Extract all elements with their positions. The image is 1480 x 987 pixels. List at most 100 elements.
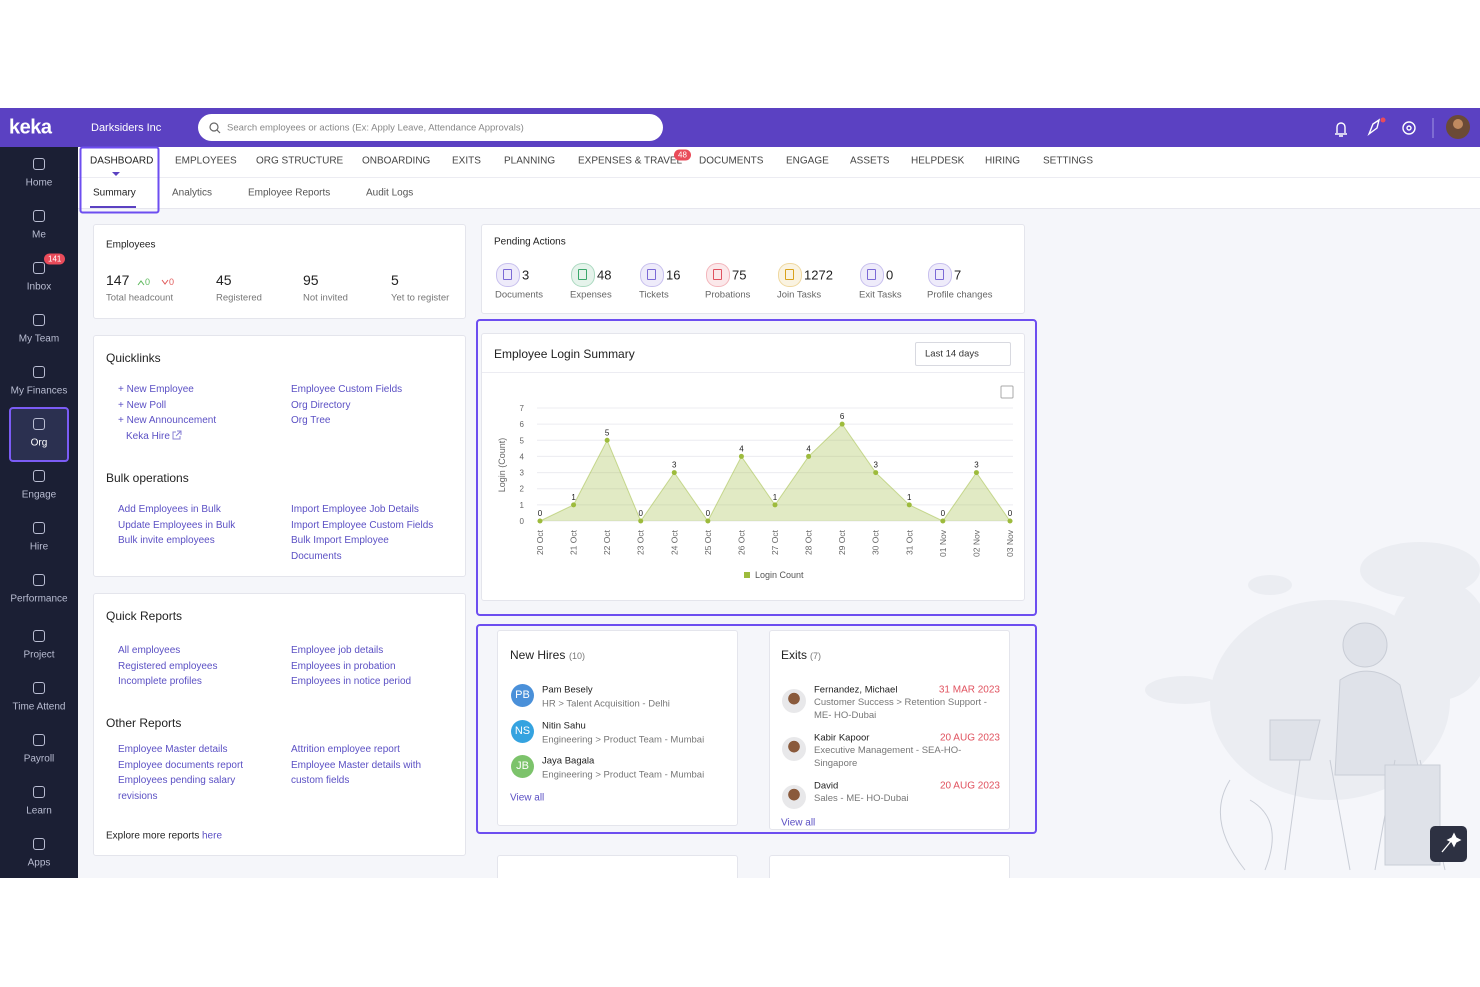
- sidebar-label[interactable]: Performance: [10, 593, 68, 605]
- action-count[interactable]: 75: [732, 267, 747, 283]
- search-box[interactable]: [198, 114, 663, 141]
- link[interactable]: Employee Custom Fields: [291, 384, 403, 395]
- tab[interactable]: PLANNING: [504, 155, 556, 167]
- action-label[interactable]: Profile changes: [927, 289, 993, 301]
- tab[interactable]: HIRING: [985, 155, 1020, 167]
- link[interactable]: Employees pending salary revisions: [118, 775, 236, 802]
- link[interactable]: Keka Hire: [126, 430, 170, 442]
- link[interactable]: Update Employees in Bulk: [118, 519, 236, 531]
- sidebar-label[interactable]: Inbox: [26, 281, 52, 293]
- view-all[interactable]: View all: [510, 792, 545, 804]
- tab[interactable]: EXPENSES & TRAVEL: [578, 155, 683, 167]
- search-placeholder[interactable]: Search employees or actions (Ex: Apply L…: [227, 122, 524, 134]
- sidebar-label[interactable]: My Finances: [10, 385, 68, 397]
- tab[interactable]: DOCUMENTS: [699, 155, 764, 167]
- tabs-bar: [78, 147, 1480, 209]
- bottom-band: [0, 878, 1480, 987]
- action-label[interactable]: Expenses: [570, 289, 612, 301]
- action-count[interactable]: 1272: [804, 267, 833, 283]
- card-title: Employees: [106, 239, 156, 251]
- tab[interactable]: HELPDESK: [911, 155, 965, 167]
- link[interactable]: Org Directory: [291, 399, 351, 411]
- link[interactable]: Attrition employee report: [291, 744, 400, 755]
- person-name[interactable]: Jaya Bagala: [542, 755, 595, 767]
- sidebar-label[interactable]: Apps: [27, 857, 51, 869]
- link[interactable]: Import Employee Custom Fields: [291, 519, 434, 531]
- range-label[interactable]: Last 14 days: [925, 348, 979, 360]
- sidebar-icon: [33, 158, 45, 170]
- person-name[interactable]: Nitin Sahu: [542, 720, 586, 732]
- link[interactable]: + New Employee: [118, 384, 194, 395]
- subtab[interactable]: Audit Logs: [366, 187, 414, 199]
- sidebar-label[interactable]: Learn: [26, 805, 52, 817]
- sidebar-label[interactable]: Org: [30, 437, 48, 449]
- tab[interactable]: ORG STRUCTURE: [256, 155, 344, 167]
- action-count[interactable]: 3: [522, 267, 530, 283]
- tab[interactable]: EMPLOYEES: [175, 155, 237, 167]
- sidebar-label[interactable]: My Team: [18, 333, 60, 345]
- action-label[interactable]: Exit Tasks: [859, 289, 902, 301]
- range-dropdown[interactable]: [915, 342, 1011, 366]
- tab[interactable]: EXITS: [452, 155, 481, 167]
- link[interactable]: Employee Master details with custom fiel…: [291, 759, 422, 787]
- tab[interactable]: SETTINGS: [1043, 155, 1094, 167]
- link[interactable]: Registered employees: [118, 660, 218, 672]
- sidebar-label[interactable]: Time Attend: [12, 701, 66, 713]
- subtab[interactable]: Analytics: [172, 187, 213, 199]
- person-name[interactable]: Kabir Kapoor: [814, 732, 870, 744]
- person-name[interactable]: Fernandez, Michael: [814, 684, 898, 696]
- person-name[interactable]: Pam Besely: [542, 684, 593, 696]
- person-detail: HR > Talent Acquisition - Delhi: [542, 698, 670, 710]
- link[interactable]: Employee job details: [291, 645, 384, 656]
- link[interactable]: Incomplete profiles: [118, 676, 202, 687]
- y-axis-label: Login (Count): [497, 438, 507, 493]
- view-all[interactable]: View all: [781, 817, 816, 829]
- tab[interactable]: ENGAGE: [786, 155, 829, 167]
- person-detail: Customer Success > Retention Support - M…: [814, 697, 987, 721]
- sidebar-icon: [33, 734, 45, 746]
- sidebar-label[interactable]: Engage: [21, 489, 57, 501]
- action-count[interactable]: 7: [954, 267, 962, 283]
- reports-card: [93, 593, 466, 856]
- section-title: Quick Reports: [106, 609, 183, 623]
- link[interactable]: + New Announcement: [118, 415, 217, 426]
- tab[interactable]: ASSETS: [850, 155, 890, 167]
- tab[interactable]: DASHBOARD: [90, 155, 154, 167]
- link[interactable]: Org Tree: [291, 415, 331, 426]
- action-label[interactable]: Probations: [705, 289, 751, 301]
- sidebar-label[interactable]: Payroll: [23, 753, 55, 765]
- point: [738, 453, 744, 459]
- explore-text: Explore more reports: [106, 830, 200, 842]
- sidebar-label[interactable]: Home: [25, 177, 53, 189]
- action-label[interactable]: Tickets: [639, 289, 669, 301]
- action-count[interactable]: 16: [666, 267, 681, 283]
- link[interactable]: Employee documents report: [118, 759, 244, 771]
- sidebar-label[interactable]: Me: [32, 229, 46, 241]
- action-icon: [778, 263, 802, 287]
- link[interactable]: Import Employee Job Details: [291, 504, 419, 515]
- link[interactable]: Employee Master details: [118, 744, 228, 755]
- action-count[interactable]: 0: [886, 267, 894, 283]
- person-name[interactable]: David: [814, 780, 839, 792]
- stat-value: 95: [303, 272, 319, 288]
- sidebar-label[interactable]: Hire: [29, 541, 49, 553]
- action-label[interactable]: Documents: [495, 289, 544, 301]
- stat-label: Registered: [216, 292, 262, 304]
- link[interactable]: Employees in notice period: [291, 676, 412, 687]
- link[interactable]: Employees in probation: [291, 660, 396, 672]
- link[interactable]: Bulk invite employees: [118, 535, 215, 546]
- trend-down: 0: [169, 277, 175, 287]
- subtab[interactable]: Summary: [93, 187, 136, 199]
- link[interactable]: Add Employees in Bulk: [118, 504, 221, 515]
- link[interactable]: Bulk Import Employee Documents: [291, 535, 389, 562]
- link[interactable]: + New Poll: [118, 399, 167, 411]
- tab[interactable]: ONBOARDING: [362, 155, 431, 167]
- action-label[interactable]: Join Tasks: [777, 289, 822, 301]
- link[interactable]: All employees: [118, 645, 181, 656]
- stat-label: Not invited: [303, 292, 348, 304]
- action-count[interactable]: 48: [597, 267, 612, 283]
- sidebar-icon: [33, 682, 45, 694]
- explore-link[interactable]: here: [202, 830, 223, 842]
- sidebar-label[interactable]: Project: [23, 649, 55, 661]
- subtab[interactable]: Employee Reports: [248, 187, 331, 199]
